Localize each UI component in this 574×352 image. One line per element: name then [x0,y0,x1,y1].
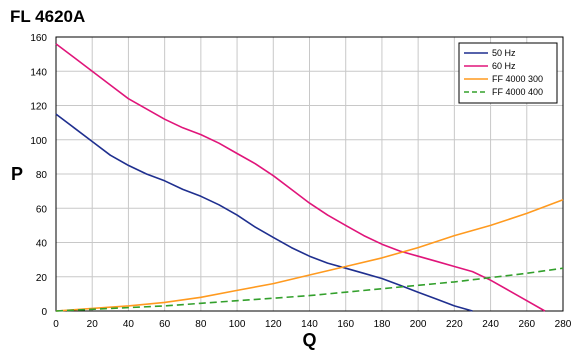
y-tick-label: 20 [36,273,48,284]
x-tick-label: 120 [265,319,282,330]
x-tick-label: 200 [410,319,427,330]
x-tick-label: 40 [123,319,135,330]
x-axis-label: Q [302,330,316,350]
x-tick-label: 100 [229,319,246,330]
x-tick-label: 0 [53,319,59,330]
series-line-3 [55,198,564,312]
x-tick-label: 160 [337,319,354,330]
x-tick-label: 240 [482,319,499,330]
y-tick-label: 80 [36,170,48,181]
x-tick-label: 140 [301,319,318,330]
y-tick-label: 0 [41,307,47,318]
legend-label: FF 4000 400 [492,87,543,97]
y-axis-label: P [11,164,23,184]
x-tick-label: 180 [374,319,391,330]
x-tick-label: 220 [446,319,463,330]
y-tick-label: 120 [30,102,47,113]
series-line-2 [55,43,546,312]
x-tick-label: 260 [518,319,535,330]
y-tick-labels: 0 20 40 60 80 100 120 140 160 [30,33,47,318]
series-layer [55,43,564,312]
x-tick-labels: 0 20 40 60 80 100 120 140 160 180 200 220 240 260 280 [53,319,572,330]
legend-label: FF 4000 300 [492,74,543,84]
legend-label: 50 Hz [492,48,516,58]
x-tick-label: 20 [87,319,99,330]
x-tick-label: 280 [555,319,572,330]
series-line-4 [55,267,564,312]
plot-frame [55,36,564,312]
x-tick-label: 80 [195,319,207,330]
y-tick-label: 40 [36,239,48,250]
y-tick-label: 100 [30,136,47,147]
series-line-1 [55,113,473,312]
x-tick-label: 60 [159,319,171,330]
chart-title: FL 4620A [10,7,85,26]
y-tick-label: 60 [36,204,48,215]
y-tick-label: 140 [30,67,47,78]
y-tick-label: 160 [30,33,47,44]
legend: 50 Hz 60 Hz FF 4000 300 FF 4000 400 [458,42,558,104]
legend-label: 60 Hz [492,61,516,71]
